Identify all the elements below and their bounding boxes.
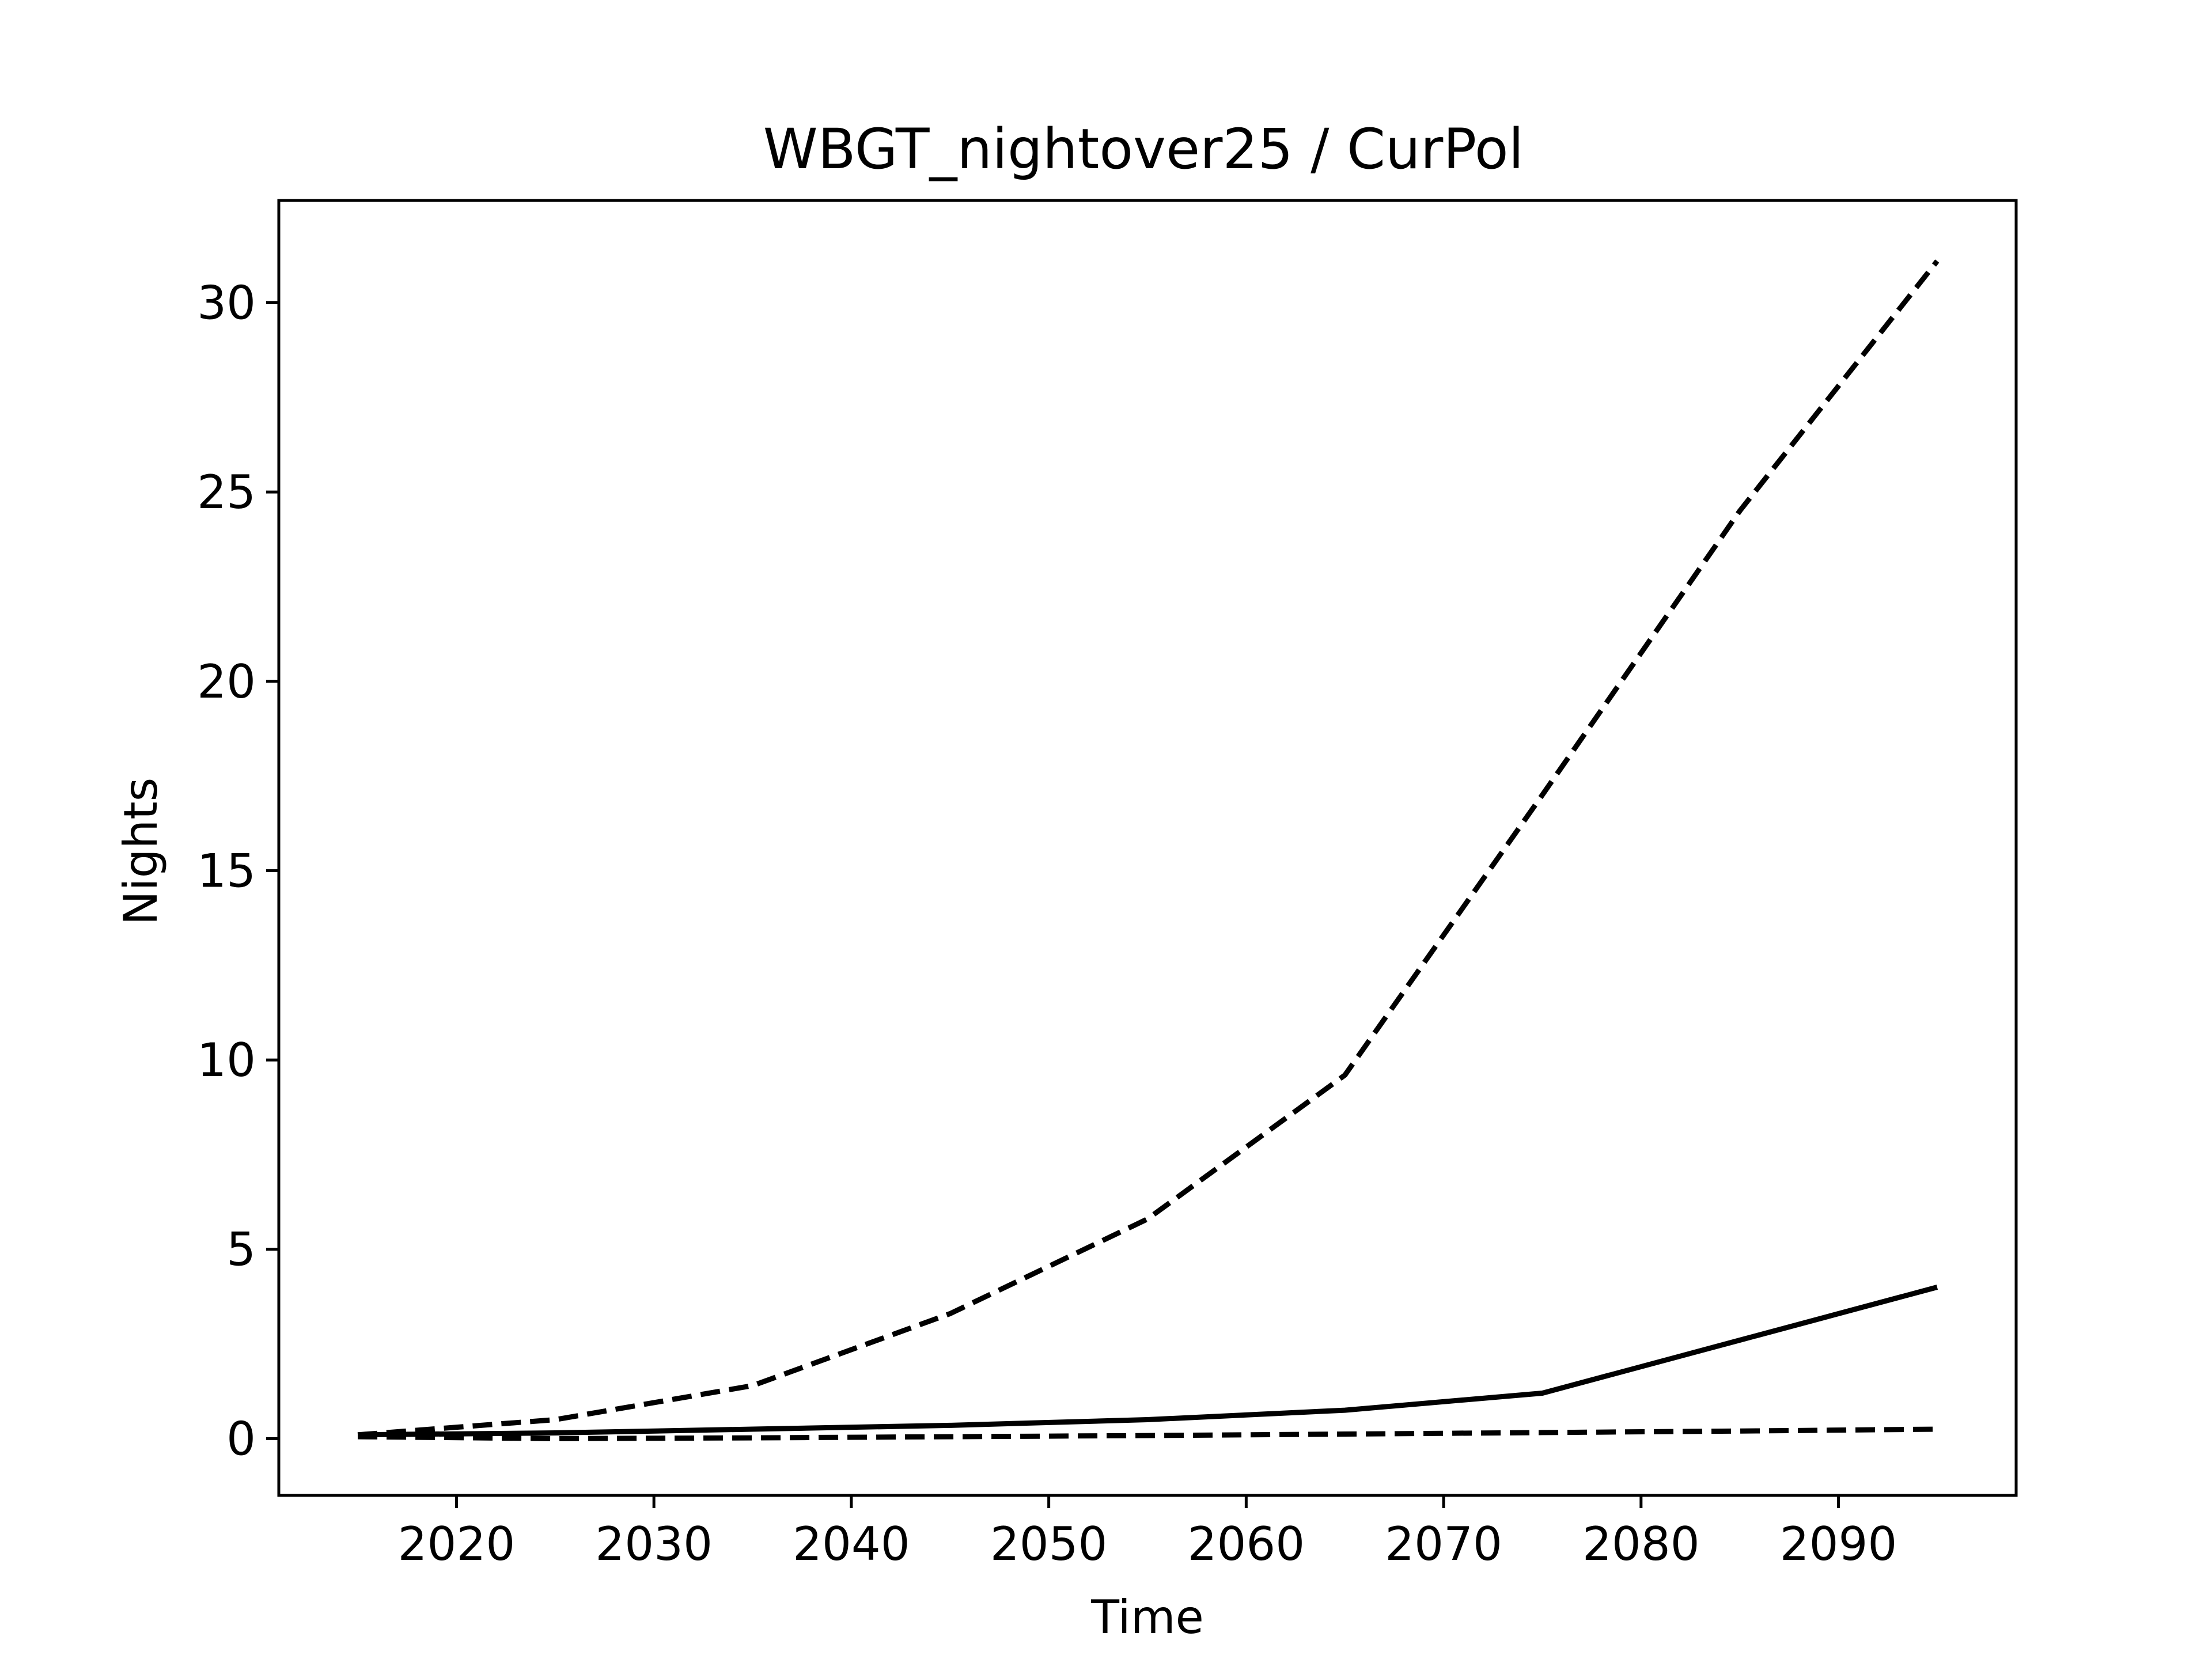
series-layer	[357, 259, 1940, 1441]
x-tick-label: 2070	[1385, 1517, 1502, 1571]
series-line-1	[357, 259, 1940, 1438]
series-line-3	[358, 1426, 1937, 1441]
x-axis-label: Time	[1090, 1590, 1204, 1644]
plot-frame	[277, 199, 2018, 1497]
series-line-2	[358, 1285, 1938, 1438]
y-tick-label: 25	[197, 465, 256, 519]
y-tick-label: 5	[226, 1223, 256, 1277]
y-axis-ticks: 0 5 10 15 20 25 30	[197, 276, 279, 1465]
y-tick-label: 20	[197, 655, 256, 709]
y-tick-label: 0	[226, 1412, 256, 1465]
x-tick-label: 2060	[1188, 1517, 1305, 1571]
y-tick-label: 30	[197, 276, 256, 329]
x-tick-label: 2030	[595, 1517, 713, 1571]
y-tick-label: 15	[197, 844, 256, 897]
x-tick-label: 2050	[990, 1517, 1108, 1571]
x-axis-ticks: 2020 2030 2040 2050 2060 2070 2080 2090	[398, 1495, 1897, 1571]
y-tick-label: 10	[197, 1033, 256, 1087]
x-tick-label: 2080	[1582, 1517, 1700, 1571]
x-tick-label: 2090	[1780, 1517, 1897, 1571]
chart-title: WBGT_nightover25 / CurPol	[763, 117, 1524, 181]
x-tick-label: 2020	[398, 1517, 516, 1571]
x-tick-label: 2040	[793, 1517, 910, 1571]
y-axis-label: Nights	[114, 778, 168, 926]
